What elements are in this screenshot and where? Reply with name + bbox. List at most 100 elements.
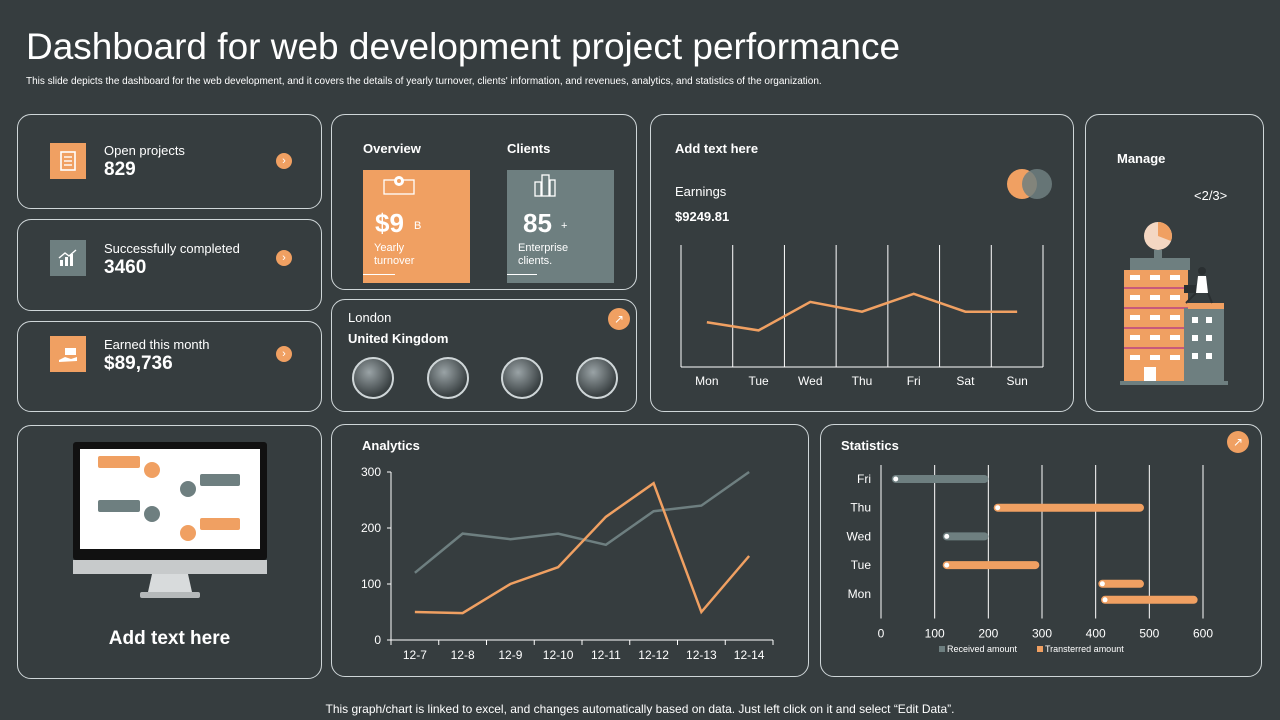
stats-bar-cap (944, 562, 950, 568)
location-country: United Kingdom (348, 331, 449, 346)
analytics-x-tick: 12-11 (591, 648, 621, 662)
city-photo-2[interactable] (427, 357, 469, 399)
stats-bar-cap (893, 476, 899, 482)
analytics-series-line-1 (414, 481, 751, 615)
overview-slider (363, 274, 395, 275)
stats-x-tick: 100 (925, 627, 945, 641)
stat-label: Successfully completed (104, 241, 240, 256)
earnings-x-tick: Thu (852, 374, 873, 388)
earnings-x-tick: Sat (956, 374, 975, 388)
stats-bar-cap (1099, 581, 1105, 587)
stats-x-tick: 300 (1032, 627, 1052, 641)
stats-bar-cap (995, 505, 1001, 511)
analytics-panel: Analytics 0 100 200 300 12-7 12-8 12-9 12-10 12-… (331, 424, 809, 677)
stats-x-tick: 400 (1086, 627, 1106, 641)
overview-desc-line1: Yearly (374, 242, 405, 254)
location-city: London (348, 310, 392, 325)
map-pin-icon (383, 176, 415, 195)
stat-value: $89,736 (104, 353, 173, 374)
stats-bar (1098, 579, 1144, 588)
legend-swatch-transferred (1037, 646, 1043, 652)
stats-bar (1101, 595, 1198, 604)
earnings-x-tick: Wed (798, 374, 822, 388)
earnings-panel: Add text here Earnings $9249.81 Mon Tue We… (650, 114, 1074, 412)
footer-note: This graph/chart is linked to excel, and… (325, 702, 955, 716)
stat-value: 829 (104, 159, 136, 180)
legend-label-transferred: Transterred amount (1045, 644, 1124, 654)
stats-y-tick: Mon (848, 587, 871, 601)
overview-unit: B (414, 220, 422, 232)
stat-card-completed[interactable]: Successfully completed 3460 › (17, 219, 322, 311)
analytics-chart: 0 100 200 300 12-7 12-8 12-9 12-10 12-11 12-12 12-… (361, 465, 774, 662)
analytics-x-tick: 12-10 (543, 648, 574, 662)
stats-bar (891, 475, 989, 483)
earnings-x-tick: Sun (1006, 374, 1027, 388)
stat-card-open-projects[interactable]: Open projects 829 › (17, 114, 322, 209)
analytics-x-tick: 12-13 (686, 648, 717, 662)
monitor-panel: Add text here (17, 425, 322, 679)
earnings-x-tick: Tue (748, 374, 769, 388)
stats-x-tick: 600 (1193, 627, 1213, 641)
stats-y-tick: Thu (850, 501, 871, 515)
legend-label-received: Received amount (947, 644, 1018, 654)
building-illustration (1120, 222, 1228, 385)
clients-slider (507, 274, 537, 275)
analytics-x-tick: 12-9 (498, 648, 522, 662)
legend-swatch-received (939, 646, 945, 652)
stats-y-tick: Tue (851, 558, 872, 572)
building-icon (534, 174, 556, 197)
overview-heading: Overview (363, 141, 421, 156)
clients-value: 85 (523, 208, 552, 238)
chevron-right-icon[interactable]: › (276, 346, 292, 362)
earnings-line (706, 292, 1018, 332)
analytics-heading: Analytics (362, 438, 420, 453)
analytics-series-line-0 (414, 470, 750, 574)
money-hand-icon (50, 336, 86, 372)
city-photo-3[interactable] (501, 357, 543, 399)
earnings-chart: Mon Tue Wed Thu Fri Sat Sun (680, 245, 1044, 388)
statistics-panel: Statistics ↗ 0 100 200 300 400 500 600 Fri Thu We… (820, 424, 1262, 677)
city-photo-1[interactable] (352, 357, 394, 399)
arrow-expand-icon[interactable]: ↗ (1227, 431, 1249, 453)
earnings-heading: Add text here (675, 141, 759, 156)
analytics-y-tick: 100 (361, 577, 381, 591)
stats-x-tick: 0 (878, 627, 885, 641)
clients-card[interactable]: 85 + Enterprise clients. (507, 170, 614, 283)
earnings-value: $9249.81 (675, 209, 730, 224)
page-subtitle: This slide depicts the dashboard for the… (26, 76, 822, 87)
analytics-y-tick: 200 (361, 521, 381, 535)
manage-panel: Manage <2/3> (1085, 114, 1264, 412)
analytics-x-tick: 12-7 (403, 648, 427, 662)
overview-card[interactable]: $9 B Yearly turnover (363, 170, 470, 283)
chevron-right-icon[interactable]: › (276, 250, 292, 266)
page-title: Dashboard for web development project pe… (26, 26, 901, 67)
location-panel: London United Kingdom ↗ (331, 299, 637, 412)
stat-value: 3460 (104, 257, 147, 278)
stats-y-tick: Wed (847, 529, 871, 543)
clients-desc-line2: clients. (518, 255, 553, 267)
manage-pager[interactable]: <2/3> (1194, 188, 1228, 203)
analytics-x-tick: 12-12 (638, 648, 669, 662)
stat-card-earned[interactable]: Earned this month $89,736 › (17, 321, 322, 412)
overview-clients-panel: Overview Clients $9 B Yearly turnover 85… (331, 114, 637, 290)
earnings-x-tick: Mon (695, 374, 718, 388)
analytics-y-tick: 300 (361, 465, 381, 479)
stat-label: Earned this month (104, 337, 210, 352)
analytics-y-tick: 0 (374, 633, 381, 647)
chevron-right-icon[interactable]: › (276, 153, 292, 169)
arrow-expand-icon[interactable]: ↗ (608, 308, 630, 330)
stats-bar (942, 561, 1040, 570)
clients-unit: + (561, 220, 568, 232)
monitor-chat-illustration (73, 442, 267, 598)
city-photo-4[interactable] (576, 357, 618, 399)
manage-heading: Manage (1117, 151, 1166, 166)
clients-heading: Clients (507, 141, 551, 156)
clients-desc-line1: Enterprise (518, 242, 569, 254)
monitor-caption: Add text here (108, 628, 231, 649)
analytics-x-tick: 12-8 (451, 648, 475, 662)
statistics-chart: 0 100 200 300 400 500 600 Fri Thu Wed Tue Mon Receiv… (847, 465, 1213, 654)
stats-bar-cap (1102, 597, 1108, 603)
stat-label: Open projects (104, 143, 185, 158)
stats-x-tick: 200 (978, 627, 998, 641)
growth-chart-icon (50, 240, 86, 276)
